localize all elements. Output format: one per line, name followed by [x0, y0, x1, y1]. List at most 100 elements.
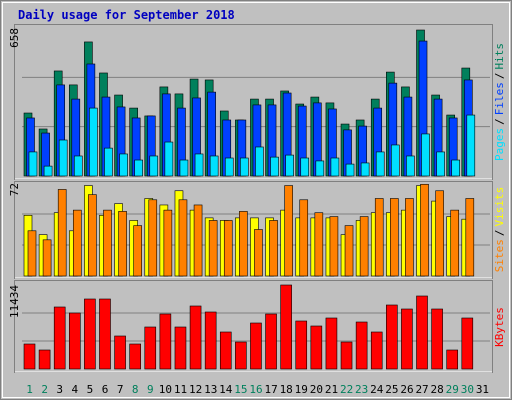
bar — [300, 157, 310, 177]
bar — [179, 159, 189, 177]
bar — [315, 160, 325, 177]
x-tick-label: 24 — [370, 383, 384, 396]
x-tick-label: 16 — [249, 383, 262, 396]
x-tick-label: 6 — [102, 383, 109, 396]
bar — [374, 198, 384, 277]
bar — [118, 211, 127, 277]
bar — [345, 163, 355, 177]
bar — [450, 209, 460, 277]
legend-entry: Hits — [493, 43, 506, 70]
bar — [375, 151, 385, 177]
bar — [284, 185, 293, 277]
x-tick-label: 19 — [295, 383, 308, 396]
bar — [431, 308, 443, 370]
bar — [119, 153, 128, 177]
x-tick-label: 9 — [147, 383, 154, 396]
bar — [295, 320, 308, 370]
bar — [103, 209, 112, 277]
bar — [465, 198, 475, 277]
bar — [99, 298, 111, 370]
bar — [88, 194, 97, 277]
bar — [159, 313, 172, 370]
legend: Pages / Files / Hits — [493, 43, 506, 161]
bar — [27, 230, 37, 277]
bar — [451, 159, 461, 177]
x-tick-label: 18 — [280, 383, 293, 396]
x-tick-label: 23 — [355, 383, 368, 396]
bar — [58, 139, 68, 177]
x-tick-label: 28 — [431, 383, 444, 396]
legend-separator: / — [493, 118, 506, 125]
bar — [406, 155, 415, 177]
bar — [144, 326, 157, 370]
bar — [344, 225, 354, 277]
bar — [340, 341, 353, 370]
bar — [164, 141, 174, 177]
x-tick-label: 1 — [26, 383, 33, 396]
bar — [42, 239, 52, 277]
bar — [219, 331, 232, 370]
legend-entry: Pages — [493, 128, 506, 161]
bar — [421, 133, 430, 177]
x-tick-label: 20 — [310, 383, 323, 396]
y-max-label: 11434 — [8, 285, 21, 318]
legend-separator: / — [493, 230, 506, 237]
bar — [299, 199, 309, 277]
bar — [240, 157, 249, 177]
bar — [391, 144, 400, 177]
bar — [23, 343, 36, 370]
bar — [53, 306, 66, 370]
bar — [446, 349, 459, 370]
bar — [134, 159, 143, 177]
bar — [461, 317, 474, 370]
bar — [104, 147, 113, 177]
bar — [270, 156, 279, 177]
legend-entry: KBytes — [493, 307, 506, 347]
bar — [148, 199, 158, 277]
bar — [133, 225, 142, 277]
bar — [235, 341, 247, 370]
bar — [466, 114, 476, 177]
bar — [209, 155, 219, 177]
bar — [72, 209, 82, 277]
legend: KBytes — [493, 307, 506, 347]
bar — [390, 198, 399, 277]
bar — [178, 199, 188, 277]
bar — [329, 216, 339, 277]
bar — [208, 220, 218, 277]
chart-title: Daily usage for September 2018 — [18, 8, 235, 22]
bar — [149, 155, 159, 177]
bar — [355, 321, 368, 370]
bar — [84, 298, 96, 370]
bar — [370, 331, 383, 370]
bar — [435, 190, 444, 277]
bar — [269, 220, 278, 277]
x-tick-label: 26 — [400, 383, 413, 396]
bar — [325, 317, 338, 370]
bar — [405, 198, 414, 277]
bar — [204, 311, 217, 370]
x-tick-label: 5 — [87, 383, 94, 396]
bar — [174, 326, 187, 370]
x-tick-label: 7 — [117, 383, 124, 396]
x-tick-label: 21 — [325, 383, 338, 396]
x-tick-label: 27 — [415, 383, 428, 396]
bar — [38, 349, 51, 370]
bar — [416, 295, 428, 370]
bar — [223, 220, 233, 277]
bar — [330, 157, 340, 177]
bar — [193, 204, 203, 277]
bar — [310, 325, 323, 370]
bar — [254, 229, 263, 277]
bar — [255, 146, 264, 177]
bar — [250, 322, 262, 370]
x-tick-label: 8 — [132, 383, 139, 396]
x-tick-label: 30 — [461, 383, 474, 396]
bar — [386, 304, 398, 370]
bar — [314, 212, 324, 277]
bar — [359, 216, 369, 277]
bar — [189, 305, 202, 370]
bar — [420, 183, 429, 277]
bar — [68, 312, 81, 370]
